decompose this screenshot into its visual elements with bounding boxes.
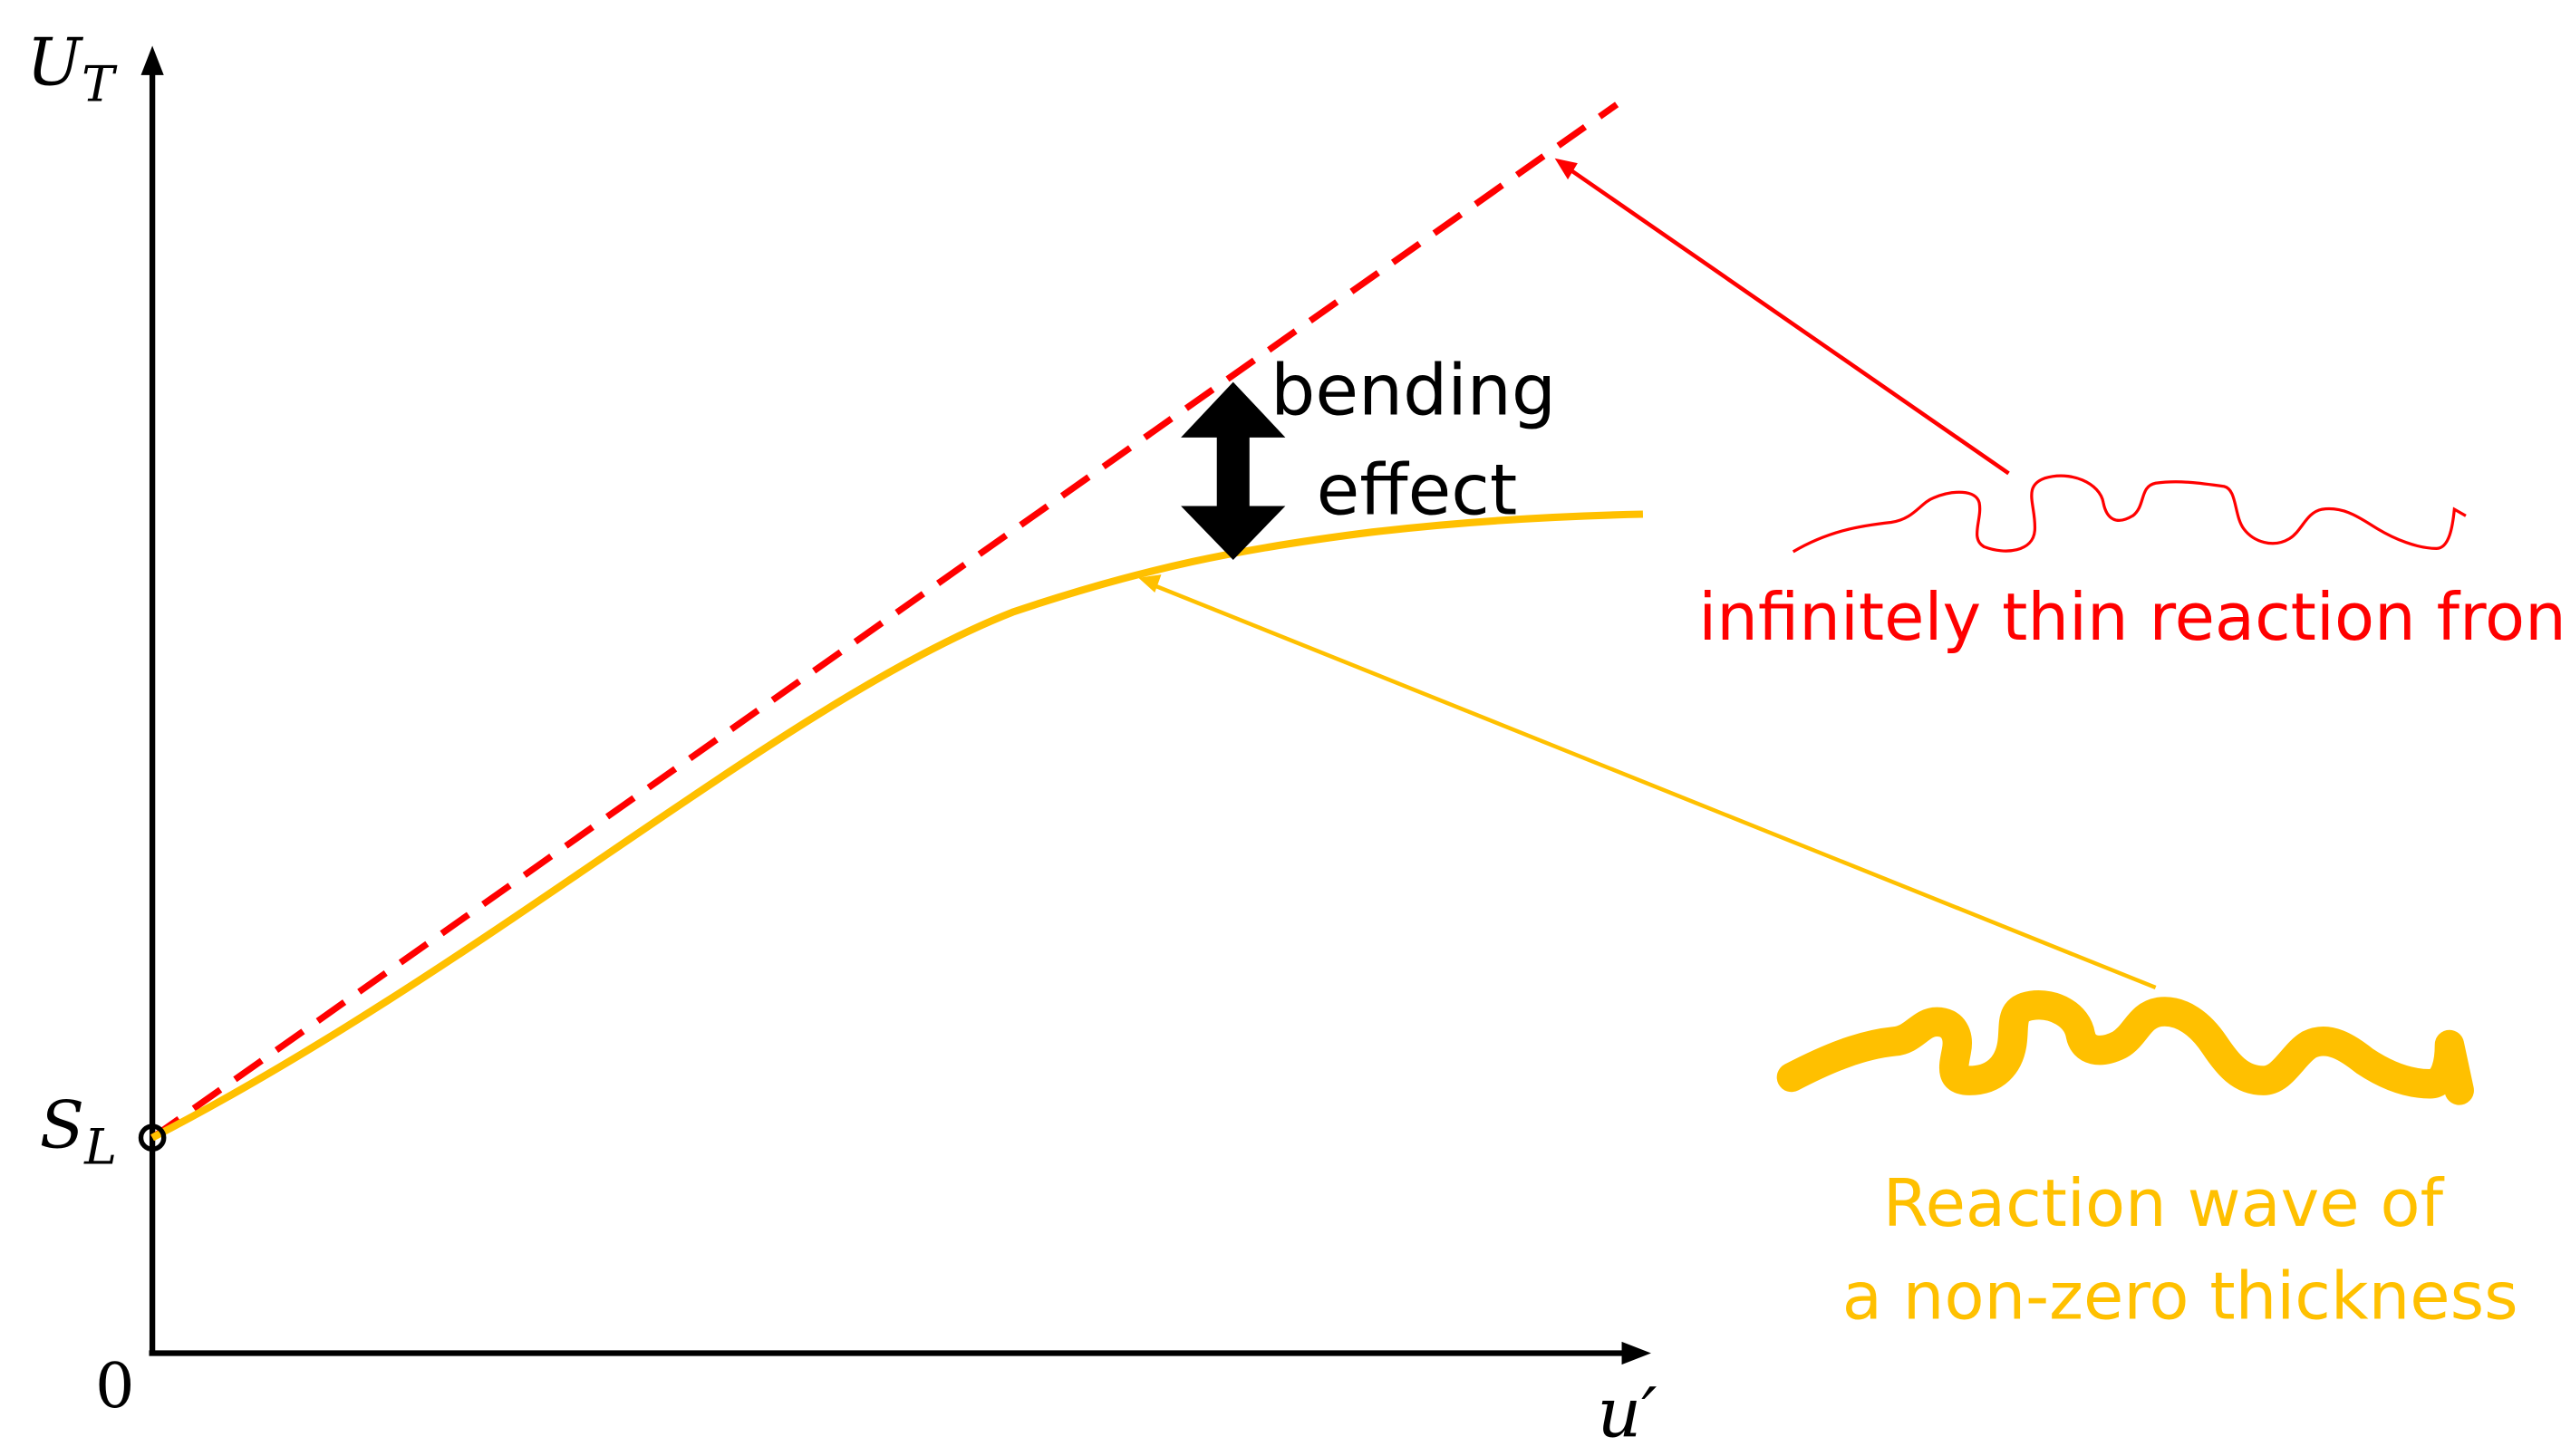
thick-wave-curve bbox=[152, 514, 1643, 1137]
thin-front-pointer-head bbox=[1555, 159, 1578, 179]
thin-front-label: infinitely thin reaction front bbox=[1698, 579, 2561, 655]
thin-front-pointer bbox=[1568, 169, 2008, 474]
y-axis-label: UT bbox=[26, 24, 118, 113]
bending-double-arrow bbox=[1181, 382, 1285, 560]
intercept-label: SL bbox=[40, 1087, 117, 1176]
thin-front-wavy-icon bbox=[1793, 476, 2466, 552]
intercept-label-main: S bbox=[40, 1087, 84, 1163]
bending-arrow-shape bbox=[1181, 382, 1285, 560]
x-axis-arrowhead bbox=[1622, 1342, 1651, 1364]
thick-wave-label-line2: a non-zero thickness bbox=[1842, 1258, 2518, 1335]
axes bbox=[141, 45, 1651, 1364]
thick-wave-label-line1: Reaction wave of bbox=[1883, 1165, 2445, 1241]
thick-wave-wavy-icon bbox=[1792, 1005, 2460, 1090]
y-axis-label-main: U bbox=[26, 24, 83, 101]
thin-front-line bbox=[152, 104, 1617, 1137]
intercept-label-subscript: L bbox=[83, 1119, 117, 1176]
y-axis-arrowhead bbox=[141, 45, 164, 74]
y-axis-label-subscript: T bbox=[82, 56, 118, 113]
x-axis-label: u′ bbox=[1598, 1373, 1657, 1452]
origin-label: 0 bbox=[95, 1350, 135, 1422]
bending-label-line1: bending bbox=[1271, 351, 1556, 432]
bending-label-line2: effect bbox=[1317, 449, 1518, 531]
